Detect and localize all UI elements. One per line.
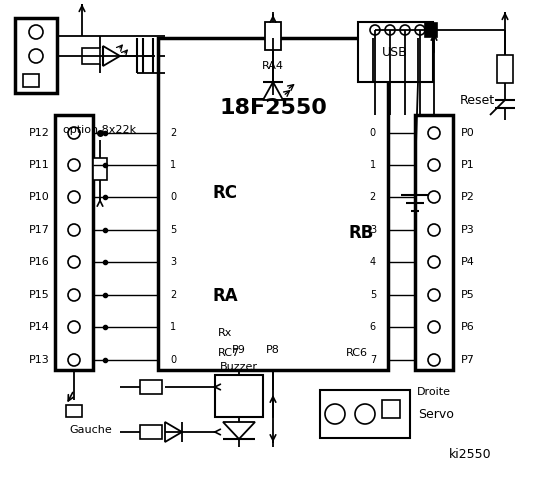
Text: RC6: RC6 (346, 348, 368, 358)
Bar (140, 425, 162, 439)
Bar (23, 74, 39, 87)
Bar (55, 115, 93, 370)
Text: P13: P13 (29, 355, 50, 365)
Text: 5: 5 (170, 225, 176, 235)
Bar (425, 23, 437, 37)
Bar (215, 375, 263, 417)
Bar (15, 18, 57, 93)
Text: 0: 0 (170, 192, 176, 202)
Text: Servo: Servo (418, 408, 454, 420)
Text: 5: 5 (370, 290, 376, 300)
Bar (382, 400, 400, 418)
Text: 6: 6 (370, 322, 376, 332)
Text: 0: 0 (170, 355, 176, 365)
Text: RB: RB (348, 224, 373, 242)
Text: RC: RC (213, 184, 238, 202)
Bar (93, 158, 107, 180)
Text: 3: 3 (370, 225, 376, 235)
Text: Rx: Rx (218, 328, 232, 338)
Text: P5: P5 (461, 290, 474, 300)
Text: 7: 7 (370, 355, 376, 365)
Bar (158, 38, 388, 370)
Text: 1: 1 (170, 160, 176, 170)
Text: P7: P7 (461, 355, 475, 365)
Text: Reset: Reset (460, 94, 495, 107)
Text: P12: P12 (29, 128, 50, 138)
Text: P1: P1 (461, 160, 474, 170)
Text: P0: P0 (461, 128, 474, 138)
Text: Gauche: Gauche (69, 425, 112, 435)
Text: P2: P2 (461, 192, 475, 202)
Text: P16: P16 (29, 257, 50, 267)
Bar (66, 405, 82, 417)
Text: P3: P3 (461, 225, 474, 235)
Text: 0: 0 (370, 128, 376, 138)
Text: P8: P8 (266, 345, 280, 355)
Text: P15: P15 (29, 290, 50, 300)
Bar (497, 55, 513, 83)
Text: P11: P11 (29, 160, 50, 170)
Text: 2: 2 (170, 128, 176, 138)
Text: Buzzer: Buzzer (220, 362, 258, 372)
Bar (320, 390, 410, 438)
Text: 1: 1 (170, 322, 176, 332)
Bar (415, 115, 453, 370)
Text: option 8x22k: option 8x22k (64, 125, 137, 135)
Text: P9: P9 (232, 345, 246, 355)
Text: P14: P14 (29, 322, 50, 332)
Text: P17: P17 (29, 225, 50, 235)
Text: 2: 2 (170, 290, 176, 300)
Bar (82, 48, 100, 64)
Text: 3: 3 (170, 257, 176, 267)
Text: USB: USB (382, 46, 408, 59)
Bar (140, 380, 162, 394)
Text: RA: RA (213, 287, 239, 305)
Text: 18F2550: 18F2550 (219, 98, 327, 118)
Bar (265, 22, 281, 50)
Text: RC7: RC7 (218, 348, 240, 358)
Text: P6: P6 (461, 322, 474, 332)
Bar (358, 22, 433, 82)
Text: P10: P10 (29, 192, 50, 202)
Text: 1: 1 (370, 160, 376, 170)
Text: Droite: Droite (417, 387, 451, 397)
Text: 4: 4 (370, 257, 376, 267)
Text: RA4: RA4 (262, 61, 284, 71)
Text: 2: 2 (370, 192, 376, 202)
Text: ki2550: ki2550 (448, 448, 491, 461)
Text: P4: P4 (461, 257, 475, 267)
